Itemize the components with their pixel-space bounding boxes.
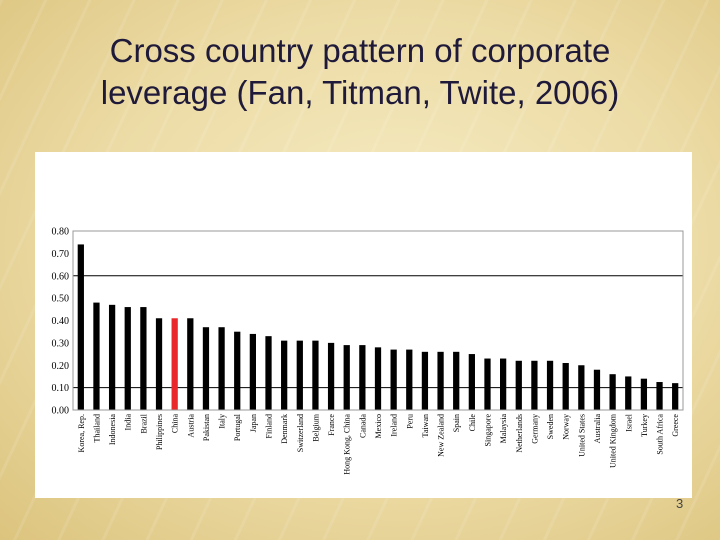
bar-brazil <box>140 307 147 410</box>
bar-indonesia <box>108 304 116 410</box>
y-tick-label: 0.80 <box>52 227 70 238</box>
x-tick-label: South Africa <box>656 414 665 455</box>
bar-belgium <box>312 340 319 410</box>
bars <box>77 244 679 411</box>
bar-new-zealand <box>437 351 444 410</box>
x-tick-label: Sweden <box>546 414 555 439</box>
bar-austria <box>187 318 194 410</box>
bar-united-states <box>578 365 585 410</box>
x-tick-label: India <box>124 414 133 431</box>
x-tick-label: Philippines <box>155 414 164 450</box>
x-tick-label: United Kingdom <box>609 413 618 468</box>
bar-sweden <box>546 360 554 410</box>
x-tick-label: Norway <box>562 414 571 440</box>
x-tick-label: Ireland <box>390 414 399 437</box>
bar-italy <box>218 327 225 410</box>
x-tick-label: Chile <box>468 414 477 432</box>
x-tick-label: Australia <box>593 414 602 444</box>
x-tick-label: United States <box>577 414 586 457</box>
chart-panel: 0.00 0.10 0.20 0.30 0.40 0.50 0.60 0.70 0.80 Kor… <box>35 152 692 498</box>
x-tick-label: Netherlands <box>515 414 524 453</box>
x-tick-label: Malaysia <box>499 414 508 444</box>
x-tick-label: Hong Kong, China <box>343 414 352 475</box>
x-tick-label: Spain <box>452 414 461 432</box>
bar-israel <box>625 376 632 410</box>
bar-ireland <box>390 349 397 410</box>
x-tick-label: New Zealand <box>437 414 446 457</box>
y-tick-label: 0.60 <box>52 271 70 282</box>
bar-taiwan <box>421 351 429 410</box>
x-tick-label: Peru <box>405 414 414 429</box>
bar-portugal <box>234 331 241 410</box>
bar-india <box>124 307 131 410</box>
page-number: 3 <box>676 496 684 511</box>
bar-netherlands <box>515 360 522 410</box>
bar-denmark <box>281 340 288 410</box>
x-tick-label: Greece <box>671 414 680 437</box>
x-tick-label: Austria <box>186 414 195 438</box>
y-axis-tick-labels: 0.00 0.10 0.20 0.30 0.40 0.50 0.60 0.70 0.80 <box>52 227 70 417</box>
bar-spain <box>453 351 460 410</box>
x-tick-label: Japan <box>249 414 258 432</box>
x-tick-label: Korea, Rep. <box>77 414 86 452</box>
x-tick-label: Switzerland <box>296 414 305 452</box>
bar-united-kingdom <box>609 374 616 410</box>
x-tick-label: Singapore <box>483 414 492 447</box>
bar-peru <box>406 349 413 410</box>
bar-hong-kong-china <box>343 345 350 410</box>
x-tick-label: Canada <box>358 414 367 438</box>
bar-chile <box>468 354 475 410</box>
y-tick-label: 0.30 <box>52 338 70 349</box>
x-tick-label: Mexico <box>374 414 383 438</box>
y-tick-label: 0.70 <box>52 249 70 260</box>
y-tick-label: 0.10 <box>52 383 70 394</box>
bar-greece <box>672 383 679 410</box>
bar-pakistan <box>202 327 210 410</box>
bar-norway <box>562 363 569 410</box>
bar-mexico <box>374 347 382 410</box>
slide-title: Cross country pattern of corporate lever… <box>100 32 620 111</box>
leverage-bar-chart: 0.00 0.10 0.20 0.30 0.40 0.50 0.60 0.70 0.80 Kor… <box>52 227 684 475</box>
x-tick-label: Italy <box>218 414 227 429</box>
y-tick-label: 0.20 <box>52 361 70 372</box>
bar-australia <box>593 369 601 410</box>
bar-france <box>327 342 335 411</box>
bar-finland <box>265 336 272 410</box>
bar-turkey <box>640 378 648 410</box>
bar-south-africa <box>656 382 663 410</box>
bar-japan <box>249 333 256 410</box>
y-tick-label: 0.40 <box>52 316 70 327</box>
bar-canada <box>359 345 366 410</box>
bar-philippines <box>155 318 163 410</box>
x-tick-label: Portugal <box>233 413 242 441</box>
y-tick-label: 0.50 <box>52 294 70 305</box>
y-tick-label: 0.00 <box>52 406 70 417</box>
plot-area-frame <box>72 230 684 411</box>
x-tick-label: Brazil <box>139 413 148 433</box>
bar-china <box>171 318 178 410</box>
x-tick-label: Pakistan <box>202 414 211 441</box>
bar-switzerland <box>296 340 303 410</box>
x-tick-label: Thailand <box>92 414 101 442</box>
x-tick-label: Taiwan <box>421 414 430 437</box>
x-tick-label: Germany <box>530 414 539 444</box>
x-tick-label: Belgium <box>311 413 320 441</box>
x-tick-label: Finland <box>265 414 274 438</box>
bar-thailand <box>93 302 100 410</box>
bar-germany <box>531 360 538 410</box>
x-axis-tick-labels: Korea, Rep. Thailand Indonesia India Brazil P… <box>77 413 680 474</box>
x-tick-label: Denmark <box>280 414 289 444</box>
bar-korea-rep <box>77 244 84 410</box>
x-tick-label: Turkey <box>640 414 649 437</box>
x-tick-label: France <box>327 414 336 436</box>
x-tick-label: Indonesia <box>108 414 117 446</box>
bar-malaysia <box>500 358 507 410</box>
x-tick-label: China <box>171 414 180 434</box>
bar-singapore <box>484 358 491 410</box>
x-tick-label: Israel <box>624 413 633 432</box>
